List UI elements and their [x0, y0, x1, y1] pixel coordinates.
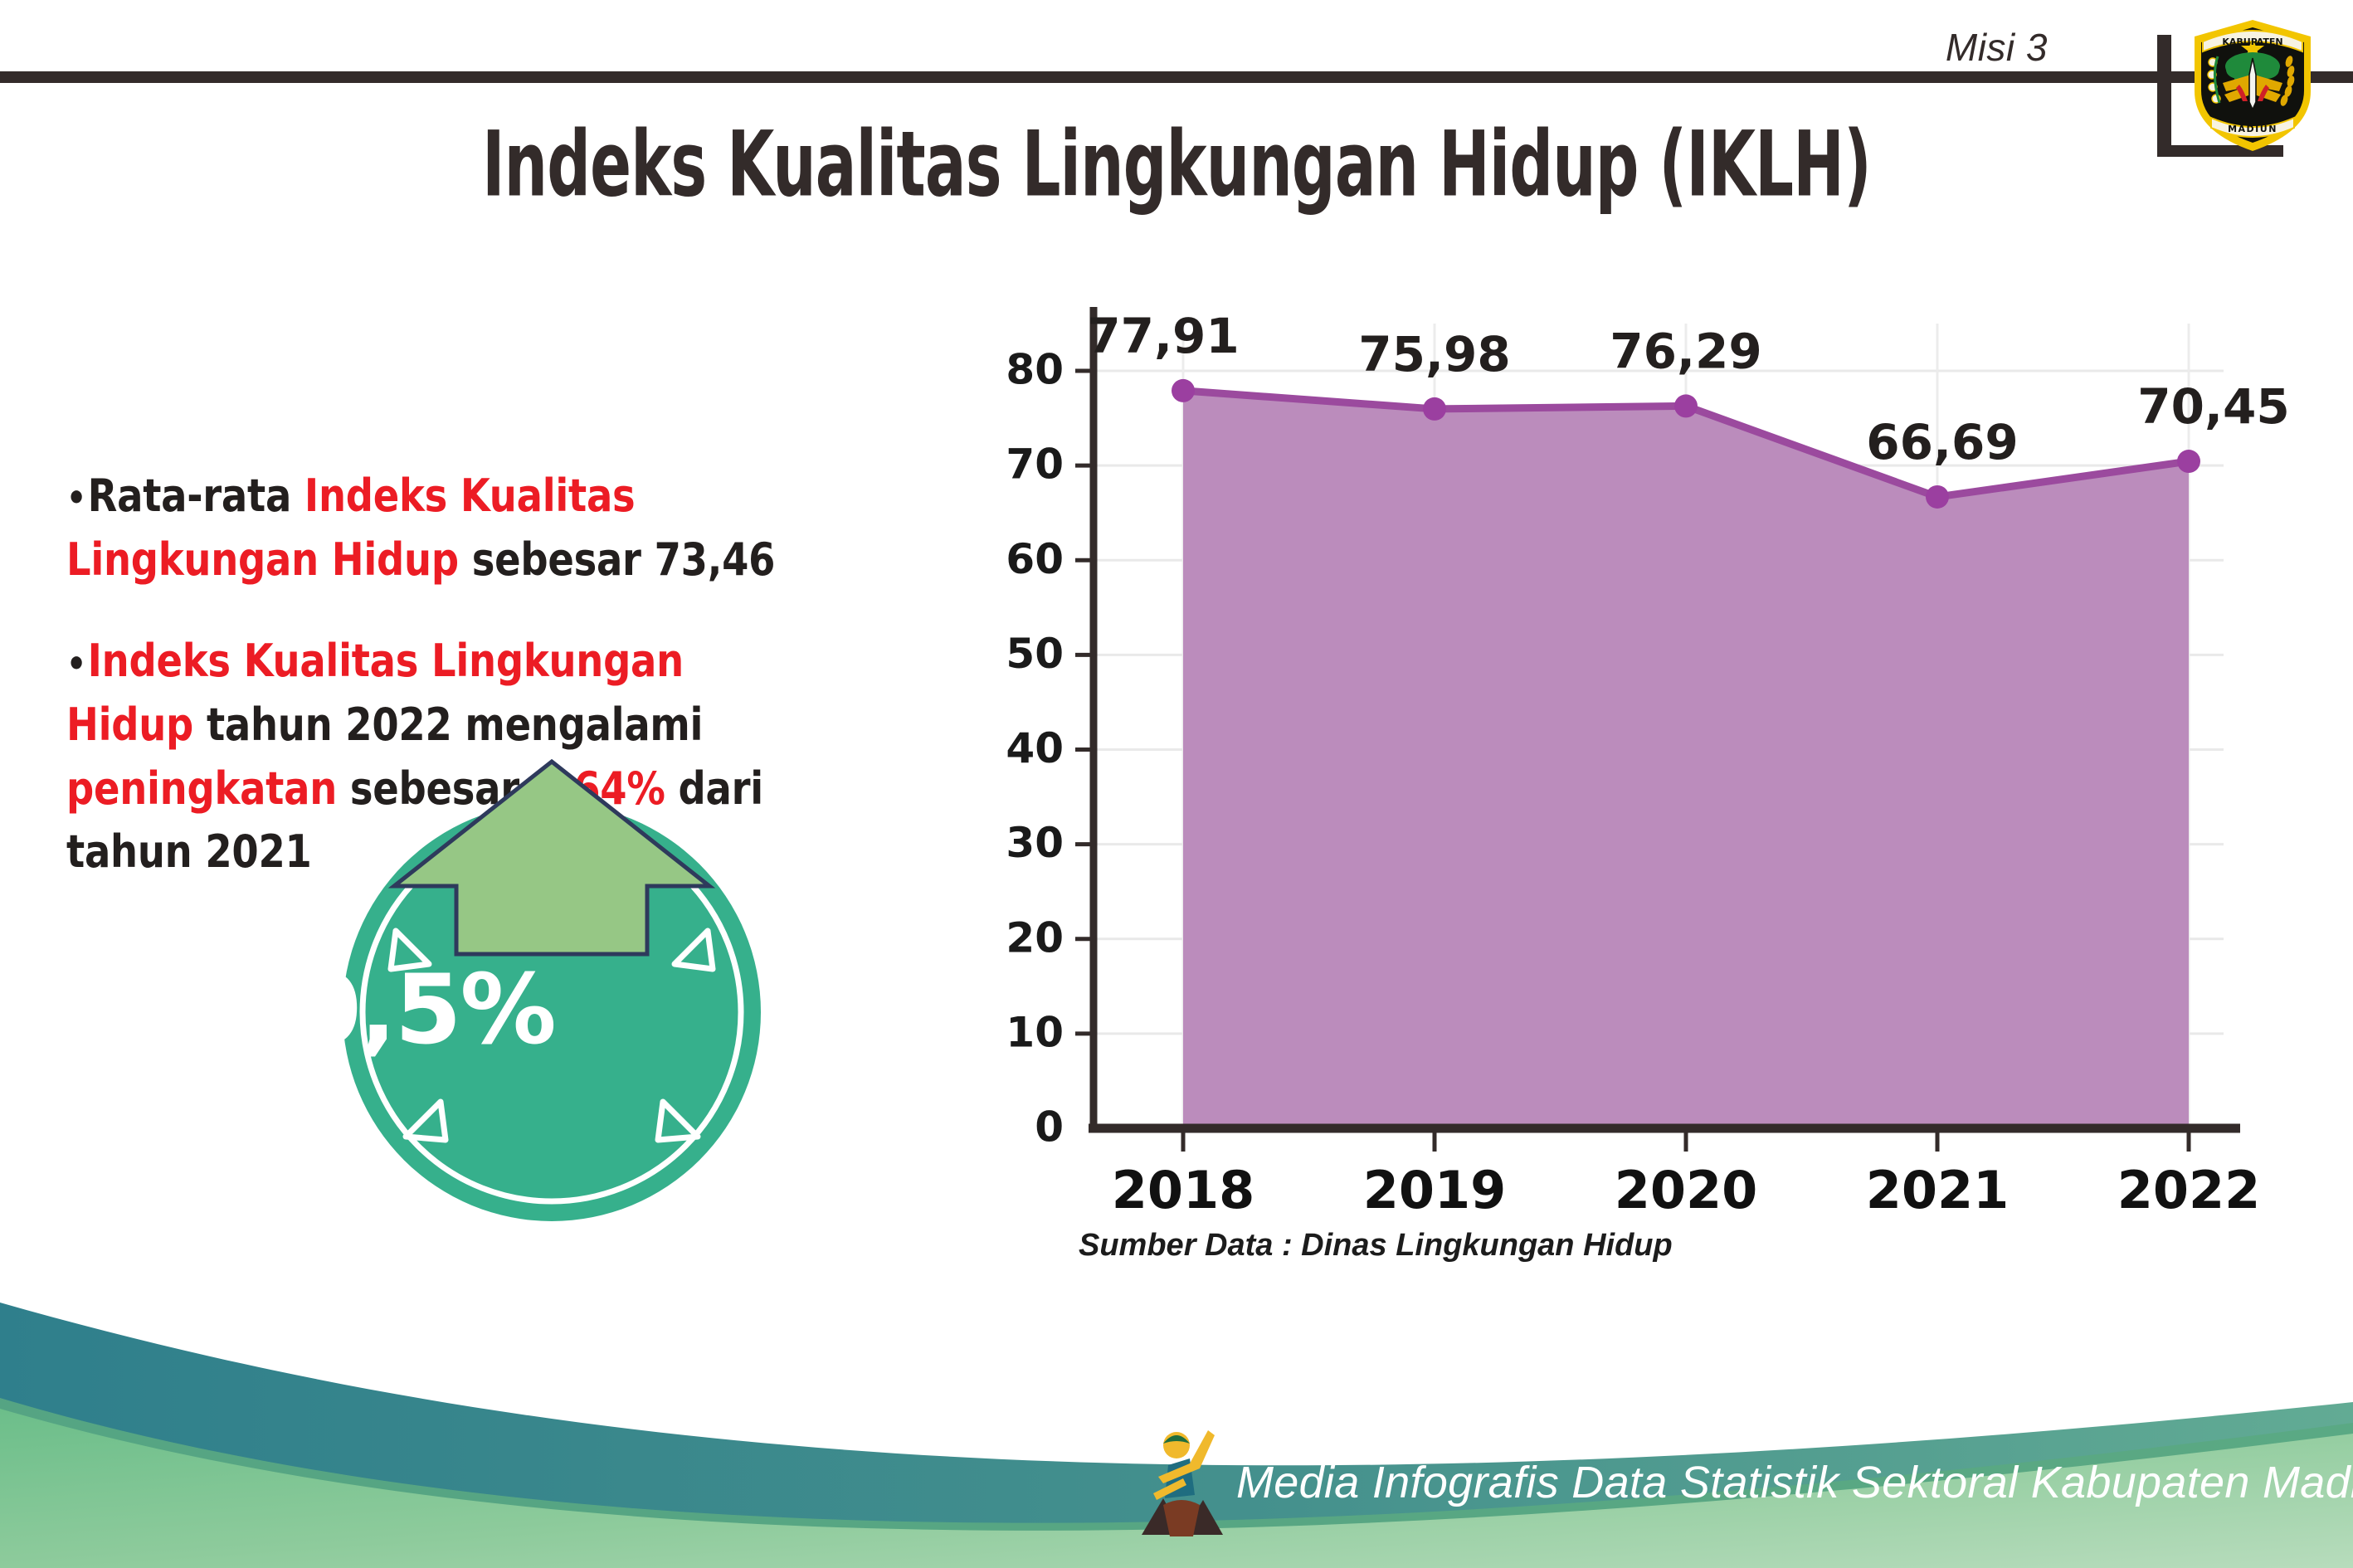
page-title: Indeks Kualitas Lingkungan Hidup (IKLH): [482, 112, 1872, 217]
wave-front: [0, 1409, 2353, 1568]
svg-text:70: 70: [1006, 441, 1064, 489]
svg-text:75,98: 75,98: [1358, 326, 1510, 382]
svg-text:2020: 2020: [1615, 1160, 1758, 1220]
svg-text:40: 40: [1006, 724, 1064, 772]
mission-label: Misi 3: [1945, 26, 2048, 69]
area-fill: [1183, 390, 2189, 1128]
bullet-item-average: •Rata-rata Indeks Kualitas Lingkungan Hi…: [66, 465, 823, 592]
footer-wave-decoration: [0, 1220, 2353, 1568]
svg-text:70,45: 70,45: [2137, 378, 2289, 435]
logo-top-ribbon-text: KABUPATEN: [2222, 37, 2282, 47]
up-arrow-icon: [387, 758, 716, 957]
bullet-list: •Rata-rata Indeks Kualitas Lingkungan Hi…: [66, 465, 946, 923]
svg-text:76,29: 76,29: [1610, 323, 1761, 379]
svg-text:30: 30: [1006, 819, 1064, 867]
source-note: Sumber Data : Dinas Lingkungan Hidup: [1079, 1228, 1673, 1263]
growth-badge: [319, 747, 784, 1228]
y-axis-tick-labels: 0 10 20 30 40 50 60 70 80: [1006, 346, 1064, 1152]
svg-text:10: 10: [1006, 1008, 1064, 1056]
bullet-dot-icon: •: [66, 477, 86, 520]
svg-text:20: 20: [1006, 913, 1064, 962]
kabupaten-madiun-logo-icon: KABUPATEN MADIUN: [2186, 15, 2319, 156]
svg-text:2022: 2022: [2117, 1160, 2261, 1220]
svg-text:80: 80: [1006, 346, 1064, 394]
statistics-person-icon: [1135, 1419, 1228, 1543]
x-axis-tick-labels: 2018 2019 2020 2021 2022: [1112, 1160, 2261, 1220]
bullet-item-growth: •Indeks Kualitas Lingkungan Hidup tahun …: [66, 630, 823, 884]
footer-caption: Media Infografis Data Statistik Sektoral…: [1236, 1458, 2353, 1507]
svg-text:0: 0: [1035, 1103, 1064, 1152]
data-point-markers: [1172, 378, 2200, 509]
bullet-dot-icon: •: [66, 642, 86, 685]
data-value-labels: 77,91 75,98 76,29 66,69 70,45: [1087, 308, 2289, 470]
svg-text:77,91: 77,91: [1087, 308, 1239, 364]
badge-circle: [343, 803, 761, 1221]
svg-text:66,69: 66,69: [1866, 414, 2018, 470]
svg-text:60: 60: [1006, 535, 1064, 583]
header-divider-rule: [0, 71, 2353, 83]
svg-text:50: 50: [1006, 630, 1064, 678]
logo-bracket-vertical: [2157, 35, 2171, 156]
bullet-growth-text: Indeks Kualitas Lingkungan Hidup tahun 2…: [66, 635, 763, 879]
svg-text:2019: 2019: [1363, 1160, 1507, 1220]
svg-text:2018: 2018: [1112, 1160, 1255, 1220]
iklh-area-chart: 0 10 20 30 40 50 60 70 80 2018 2019 2020 2021 2022 7…: [979, 299, 2290, 1220]
svg-text:2021: 2021: [1866, 1160, 2010, 1220]
logo-bottom-ribbon-text: MADIUN: [2228, 124, 2277, 134]
bullet-average-text: Rata-rata Indeks Kualitas Lingkungan Hid…: [66, 470, 776, 586]
